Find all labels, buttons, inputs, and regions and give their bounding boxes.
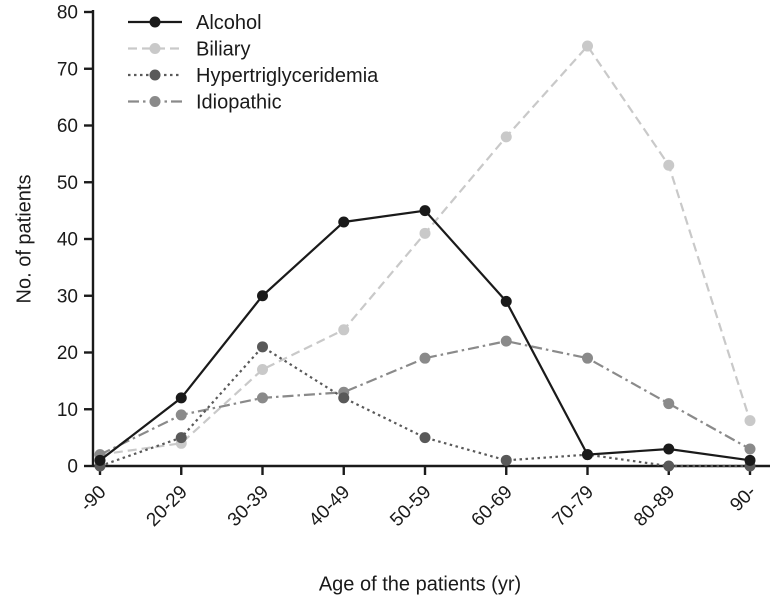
data-point-idiopathic — [582, 352, 593, 364]
data-point-hypertriglyceridemia — [500, 454, 512, 466]
data-point-alcohol — [257, 290, 268, 302]
y-tick-label: 80 — [57, 3, 78, 24]
legend-marker-biliary — [149, 43, 161, 54]
data-point-idiopathic — [419, 352, 431, 364]
data-point-hypertriglyceridemia — [257, 341, 268, 353]
data-point-biliary — [744, 415, 756, 427]
series-line-alcohol — [99, 209, 751, 462]
x-tick-label: 70-79 — [549, 482, 598, 531]
data-point-hypertriglyceridemia — [175, 432, 187, 444]
data-point-alcohol — [175, 392, 187, 404]
x-tick-label: 20-29 — [143, 482, 192, 531]
data-point-biliary — [338, 324, 350, 336]
data-point-idiopathic — [663, 398, 675, 410]
data-point-idiopathic — [744, 443, 756, 455]
data-point-alcohol — [663, 443, 675, 455]
data-point-alcohol — [500, 295, 512, 307]
data-point-alcohol — [582, 449, 593, 461]
series-line-hypertriglyceridemia — [99, 345, 750, 468]
legend-label-idiopathic: Idiopathic — [196, 92, 282, 114]
data-point-alcohol — [94, 454, 106, 466]
y-tick-label: 10 — [57, 400, 78, 421]
data-point-hypertriglyceridemia — [419, 432, 431, 444]
y-tick-label: 0 — [67, 457, 78, 478]
data-point-alcohol — [744, 454, 756, 466]
y-axis-title: No. of patients — [13, 174, 36, 304]
data-point-idiopathic — [175, 409, 187, 421]
data-point-hypertriglyceridemia — [338, 392, 350, 404]
legend-label-biliary: Biliary — [196, 39, 250, 61]
legend-marker-hypertriglyceridemia — [149, 69, 161, 81]
data-point-alcohol — [338, 216, 350, 228]
legend-label-hypertriglyceridemia: Hypertriglyceridemia — [196, 65, 379, 87]
x-axis-title: Age of the patients (yr) — [318, 573, 522, 596]
data-point-idiopathic — [500, 335, 512, 347]
x-tick-label: 40-49 — [305, 482, 354, 531]
y-tick-label: 30 — [57, 286, 78, 307]
data-point-alcohol — [419, 205, 431, 217]
data-point-idiopathic — [257, 392, 268, 404]
x-tick-label: 60-69 — [468, 482, 517, 531]
legend-marker-idiopathic — [149, 96, 161, 107]
x-tick-label: 30-39 — [224, 482, 273, 531]
legend-label-alcohol: Alcohol — [196, 12, 262, 34]
data-point-biliary — [500, 131, 512, 143]
data-point-biliary — [582, 40, 593, 52]
y-tick-label: 60 — [57, 116, 78, 137]
x-tick-label: 90- — [726, 482, 760, 516]
data-point-biliary — [419, 227, 431, 239]
x-tick-label: -90 — [76, 482, 110, 516]
data-point-biliary — [257, 364, 268, 376]
y-tick-label: 40 — [57, 230, 78, 251]
x-tick-label: 80-89 — [630, 482, 679, 531]
y-tick-label: 50 — [57, 173, 78, 194]
data-point-hypertriglyceridemia — [663, 460, 675, 472]
legend-marker-alcohol — [149, 16, 161, 28]
data-point-biliary — [663, 159, 675, 171]
y-tick-label: 70 — [57, 59, 78, 80]
x-tick-label: 50-59 — [386, 482, 435, 531]
series-line-idiopathic — [99, 340, 751, 456]
y-tick-label: 20 — [57, 343, 78, 364]
